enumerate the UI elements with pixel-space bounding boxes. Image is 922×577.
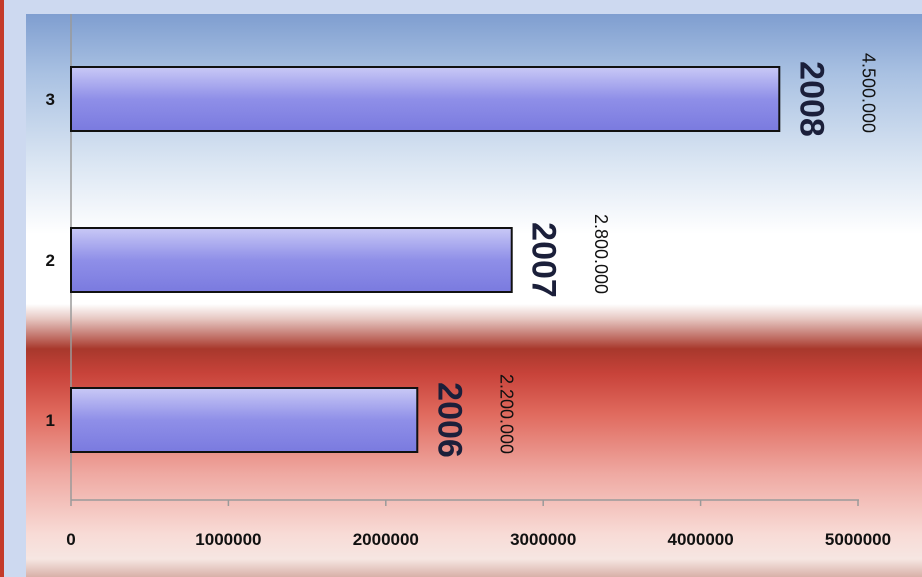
x-tick-label-0: 0	[66, 530, 75, 549]
value-label-2006: 2.200.000	[497, 374, 517, 454]
year-label-2007: 2007	[525, 222, 563, 298]
year-label-2006: 2006	[430, 382, 468, 458]
x-tick-label-1000000: 1000000	[195, 530, 261, 549]
bar-2006	[70, 387, 419, 453]
year-label-2008: 2008	[792, 61, 830, 137]
value-label-2008: 4.500.000	[859, 53, 879, 133]
frame-accent-stripe	[0, 0, 4, 577]
x-tick-label-5000000: 5000000	[825, 530, 891, 549]
x-tick-label-3000000: 3000000	[510, 530, 576, 549]
value-label-2007: 2.800.000	[591, 214, 611, 294]
x-tick-label-4000000: 4000000	[668, 530, 734, 549]
bar-2007	[70, 227, 513, 293]
bar-2008	[70, 66, 781, 132]
y-tick-label-1: 1	[46, 411, 55, 430]
y-tick-label-2: 2	[46, 251, 55, 270]
y-tick-label-3: 3	[46, 90, 55, 109]
x-tick-label-2000000: 2000000	[353, 530, 419, 549]
